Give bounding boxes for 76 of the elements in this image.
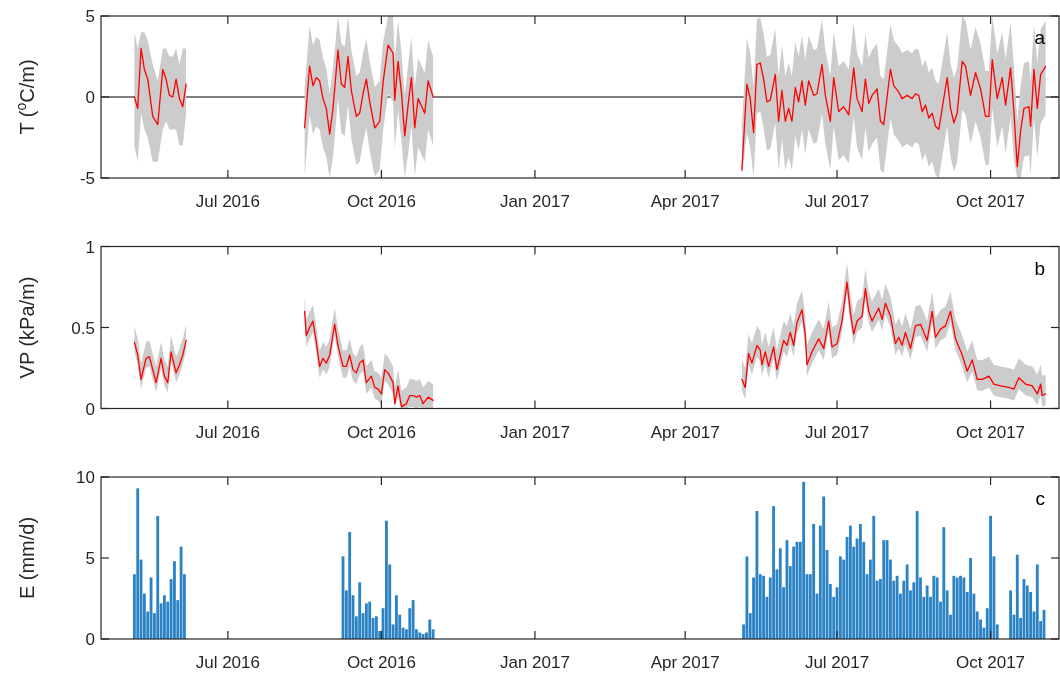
bar xyxy=(882,540,886,639)
bar xyxy=(384,520,388,639)
x-tick-label: Apr 2017 xyxy=(650,192,720,211)
bar xyxy=(802,481,806,639)
bar xyxy=(745,556,749,639)
bar xyxy=(411,600,415,639)
x-tick-label: Jan 2017 xyxy=(499,192,570,211)
y-tick-label: -5 xyxy=(79,169,95,188)
bar xyxy=(179,546,183,639)
x-tick-label: Jul 2016 xyxy=(195,422,260,442)
bar xyxy=(905,564,909,639)
x-tick-label: Jul 2016 xyxy=(195,653,260,672)
y-tick-label: 1 xyxy=(85,237,95,257)
x-tick-label: Oct 2016 xyxy=(346,192,416,211)
y-tick-label: 0 xyxy=(85,399,95,419)
bar xyxy=(925,585,929,639)
x-tick-label: Jul 2017 xyxy=(804,653,870,672)
bar xyxy=(428,619,432,639)
bar xyxy=(989,515,992,639)
annotation: a xyxy=(1034,27,1046,48)
x-tick-label: Oct 2016 xyxy=(346,422,416,442)
bar xyxy=(848,525,852,639)
bar xyxy=(942,527,946,639)
bar xyxy=(932,575,936,639)
bar xyxy=(885,540,889,639)
bar xyxy=(156,515,160,639)
y-tick-label: 0 xyxy=(85,88,95,107)
bar xyxy=(755,511,759,639)
bar xyxy=(872,515,876,639)
bar xyxy=(778,548,782,639)
bar xyxy=(858,523,862,639)
bar xyxy=(838,556,842,639)
y-axis-title: VP (kPa/m) xyxy=(16,276,38,379)
bar xyxy=(952,575,956,639)
bar xyxy=(358,582,362,639)
bar xyxy=(762,575,766,639)
x-tick-label: Apr 2017 xyxy=(650,422,720,442)
x-tick-label: Oct 2017 xyxy=(956,192,1026,211)
x-tick-label: Oct 2017 xyxy=(956,422,1026,442)
y-tick-label: 5 xyxy=(85,549,95,568)
bar xyxy=(895,575,899,639)
x-tick-label: Jul 2017 xyxy=(804,192,870,211)
bar xyxy=(364,603,368,639)
bar xyxy=(955,577,959,639)
bar xyxy=(969,558,972,639)
bar xyxy=(348,532,352,639)
x-tick-label: Apr 2017 xyxy=(650,653,720,672)
bar xyxy=(1009,590,1013,639)
bar xyxy=(959,575,962,639)
bar xyxy=(163,595,166,639)
bar xyxy=(812,523,816,639)
bar xyxy=(394,595,398,639)
x-tick-label: Oct 2017 xyxy=(956,653,1026,672)
bar xyxy=(1015,554,1019,639)
bar xyxy=(173,561,176,639)
bar xyxy=(772,506,776,639)
y-tick-label: 10 xyxy=(76,468,95,487)
bar xyxy=(136,488,140,639)
bar xyxy=(822,496,826,639)
x-tick-label: Jul 2017 xyxy=(804,422,870,442)
annotation: b xyxy=(1034,257,1045,279)
x-tick-label: Jan 2017 xyxy=(499,422,570,442)
x-tick-label: Oct 2016 xyxy=(346,653,416,672)
x-tick-label: Jan 2017 xyxy=(499,653,570,672)
bar xyxy=(935,577,939,639)
y-axis-title: E (mm/d) xyxy=(16,516,38,600)
y-tick-label: 0.5 xyxy=(71,318,95,338)
bar xyxy=(368,601,372,639)
y-tick-label: 5 xyxy=(85,7,95,26)
y-tick-label: 0 xyxy=(85,630,95,649)
bar xyxy=(792,546,796,639)
bar xyxy=(915,511,919,639)
bar xyxy=(1035,564,1039,639)
annotation: c xyxy=(1035,488,1045,509)
bar xyxy=(962,577,966,639)
x-tick-label: Jul 2016 xyxy=(195,192,260,211)
